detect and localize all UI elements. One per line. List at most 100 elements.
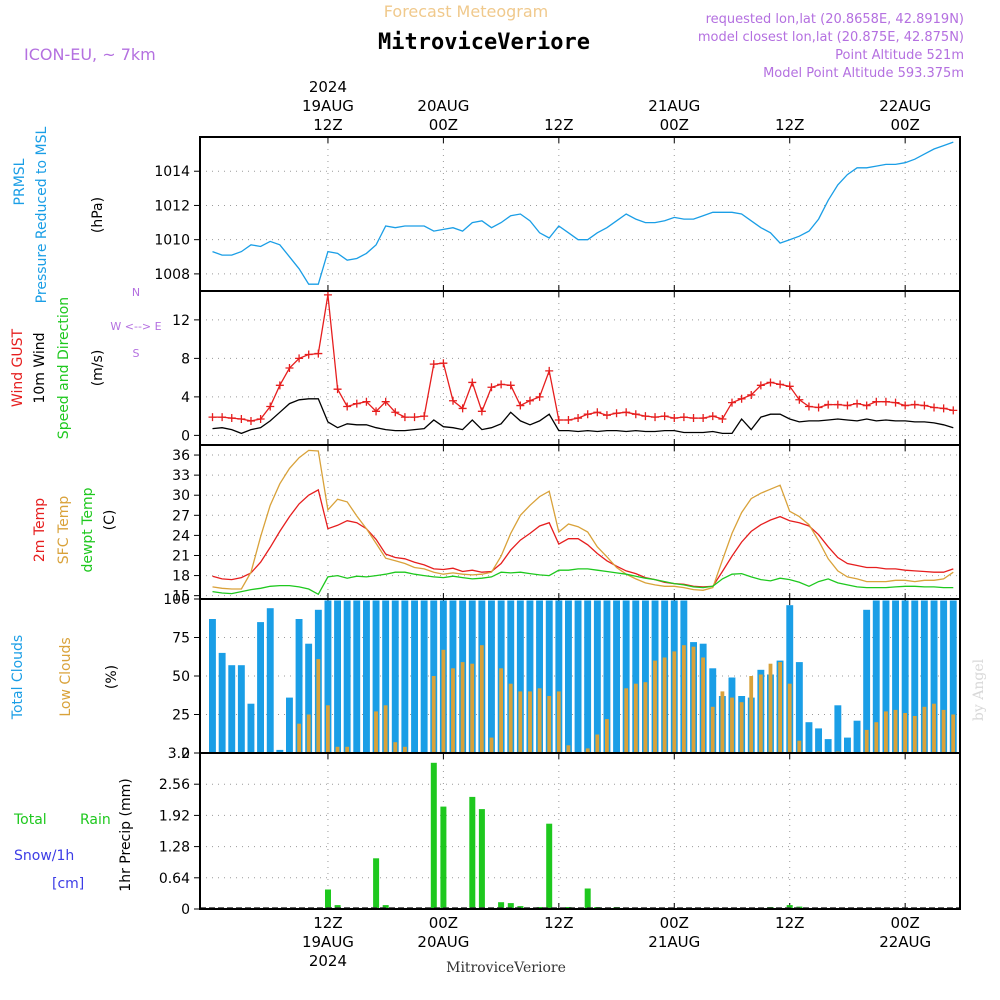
clouds-bar-total-clouds: [276, 749, 284, 753]
gust-marker: [458, 404, 467, 413]
gust-marker: [497, 380, 506, 389]
top-time-label: 00Z: [660, 116, 689, 134]
wind-ytick-label: 8: [181, 351, 190, 367]
clouds-bar-low-clouds: [710, 706, 715, 753]
clouds-bar-total-clouds: [545, 600, 553, 753]
pressure-ytick-label: 1012: [154, 198, 190, 214]
location-title: MitroviceVeriore: [378, 30, 590, 55]
gust-marker: [728, 398, 736, 407]
gust-marker: [699, 414, 708, 423]
gust-marker: [487, 383, 496, 392]
clouds-bar-total-clouds: [911, 600, 919, 753]
clouds-bar-low-clouds: [441, 649, 446, 753]
gust-marker: [862, 401, 871, 410]
precipitation-bar-rain: [334, 905, 341, 909]
gust-marker: [631, 410, 640, 419]
cloud-unit: (%): [104, 665, 120, 689]
compass-we: W <--> E: [110, 320, 161, 333]
clouds-bar-low-clouds: [585, 748, 590, 753]
precipitation-ytick-label: 0.64: [159, 871, 190, 887]
clouds-bar-low-clouds: [893, 709, 898, 753]
clouds-bar-total-clouds: [574, 600, 582, 753]
pressure-label-2: Pressure Reduced to MSL: [34, 126, 50, 303]
wind-panel: 0 4 8 12: [172, 290, 961, 446]
gust-marker: [593, 408, 602, 417]
clouds-bar-total-clouds: [853, 720, 861, 753]
clouds-bar-total-clouds: [949, 600, 957, 753]
clouds-bar-total-clouds: [632, 600, 640, 753]
clouds-bar-low-clouds: [739, 702, 744, 753]
gust-marker: [679, 413, 688, 422]
clouds-bar-total-clouds: [334, 600, 341, 753]
clouds-bar-low-clouds: [403, 746, 407, 753]
top-time-label: 20AUG: [417, 97, 469, 115]
clouds-bar-low-clouds: [499, 668, 503, 753]
gust-marker: [824, 400, 833, 409]
clouds-ytick-label: 25: [172, 708, 190, 724]
pressure-series-prmsl: [212, 141, 954, 285]
clouds-bar-total-clouds: [343, 600, 351, 753]
gust-marker: [449, 396, 458, 405]
point-altitude: Point Altitude 521m: [835, 48, 964, 63]
clouds-bar-total-clouds: [488, 600, 495, 753]
clouds-bar-low-clouds: [508, 683, 513, 753]
clouds-bar-total-clouds: [815, 728, 822, 753]
gust-marker: [429, 360, 438, 369]
precipitation-bar-rain: [498, 902, 505, 909]
clouds-bar-low-clouds: [537, 688, 542, 753]
clouds-bar-low-clouds: [451, 668, 455, 753]
temperature-ytick-label: 30: [172, 488, 190, 504]
precip-label-cm: [cm]: [52, 876, 84, 892]
clouds-bar-low-clouds: [787, 683, 792, 753]
closest-coords: model closest lon,lat (20.875E, 42.875N): [698, 30, 964, 45]
gust-marker: [602, 411, 611, 420]
clouds-bar-total-clouds: [603, 600, 611, 753]
clouds-bar-low-clouds: [749, 676, 754, 753]
gust-marker: [583, 410, 592, 419]
clouds-bar-total-clouds: [218, 652, 226, 753]
precipitation-frame: [199, 752, 961, 910]
bottom-time-label: 22AUG: [879, 933, 931, 951]
temperature-ytick-label: 15: [172, 589, 190, 605]
temp-unit: (C): [102, 510, 118, 531]
top-time-label: 12Z: [775, 116, 804, 134]
bottom-time-label: 00Z: [429, 914, 458, 932]
wind-side-labels: Wind GUST 10m Wind Speed and Direction (…: [10, 286, 162, 439]
gust-marker: [708, 412, 717, 421]
precipitation-ytick-label: 1.92: [159, 808, 190, 824]
gust-marker: [930, 403, 939, 412]
clouds-bar-total-clouds: [372, 600, 380, 753]
gust-marker: [468, 378, 477, 387]
precipitation-bar-rain: [546, 823, 553, 909]
clouds-bar-total-clouds: [795, 662, 803, 753]
top-time-label: 2024: [309, 78, 347, 96]
compass-n: N: [132, 286, 140, 299]
clouds-bar-total-clouds: [901, 600, 909, 753]
gust-marker: [285, 364, 294, 372]
model-name: ICON-EU, ~ 7km: [24, 45, 156, 64]
gust-marker: [939, 404, 948, 413]
bottom-time-label: 00Z: [890, 914, 919, 932]
temperature-series-2m-temp: [212, 488, 954, 588]
precipitation-bar-rain: [430, 762, 437, 910]
precipitation-bar-rain: [469, 796, 476, 909]
clouds-bar-total-clouds: [526, 600, 534, 753]
clouds-bar-low-clouds: [730, 697, 734, 753]
bottom-time-label: 12Z: [775, 914, 804, 932]
precipitation-bar-rain: [786, 905, 793, 909]
clouds-bar-total-clouds: [555, 600, 563, 753]
clouds-bar-low-clouds: [758, 674, 763, 753]
gust-marker: [651, 413, 660, 422]
precip-unit: 1hr Precip (mm): [118, 778, 134, 891]
clouds-bar-total-clouds: [565, 600, 572, 753]
gust-marker: [314, 349, 323, 358]
clouds-bar-total-clouds: [622, 600, 630, 753]
clouds-bar-total-clouds: [411, 600, 418, 753]
wind-ytick-label: 0: [181, 428, 190, 444]
gust-marker: [275, 381, 284, 390]
credit: by Angel: [971, 658, 987, 721]
gust-marker: [920, 401, 929, 410]
clouds-bar-low-clouds: [653, 660, 657, 753]
precipitation-ytick-label: 0: [181, 902, 190, 918]
